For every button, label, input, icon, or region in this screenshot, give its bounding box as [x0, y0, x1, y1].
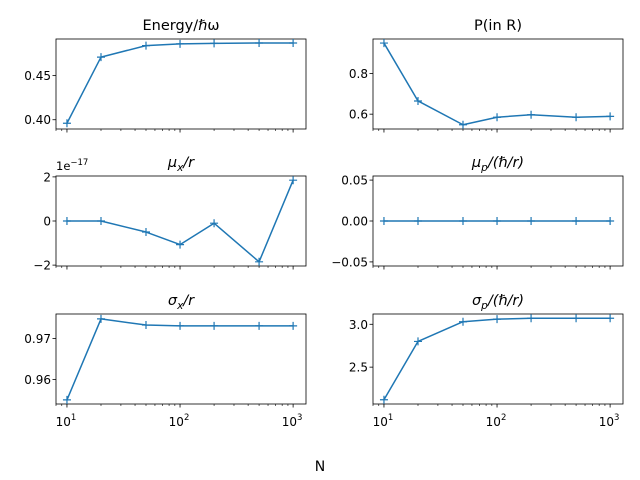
data-point-marker	[379, 395, 388, 404]
data-point-marker	[572, 217, 581, 225]
y-tick-label: 0	[43, 215, 51, 229]
data-point-marker	[62, 217, 71, 225]
data-point-marker	[493, 113, 502, 122]
x-tick-label: 101	[373, 413, 394, 429]
series-line	[383, 42, 611, 126]
data-point-marker	[413, 96, 422, 105]
y-tick-label: 0.00	[341, 215, 368, 229]
series-line	[383, 317, 611, 401]
axis-offset-label: 1e−17	[56, 158, 88, 173]
data-point-marker	[255, 321, 264, 330]
axes-frame	[372, 313, 624, 405]
x-tick-label: 103	[282, 413, 303, 429]
data-point-marker	[96, 314, 105, 323]
subplot-2: P(in R) 0.6 0.8	[349, 18, 624, 133]
data-point-marker	[413, 337, 422, 346]
data-point-marker	[458, 120, 467, 129]
x-tick-label: 102	[486, 413, 507, 429]
x-axis-label: N	[315, 459, 325, 475]
y-tick-label: −0.05	[331, 255, 368, 269]
subplot-6: σp/(ℏ/r) 2.5 3.0 101 102 103	[349, 293, 624, 429]
data-point-marker	[255, 38, 264, 47]
subplot-title: σp/(ℏ/r)	[472, 293, 524, 312]
data-point-marker	[141, 41, 150, 50]
subplot-title: σx/r	[168, 293, 195, 312]
y-tick-label: 0.97	[24, 332, 51, 346]
y-tick-label: 0.05	[341, 174, 368, 188]
subplot-5: σx/r 0.96 0.97 101 102 103	[24, 293, 307, 429]
data-point-marker	[379, 217, 388, 225]
data-point-marker	[606, 112, 615, 121]
data-point-marker	[141, 321, 150, 330]
axes-frame	[372, 38, 624, 130]
data-point-marker	[176, 39, 185, 48]
data-point-marker	[289, 176, 298, 185]
data-point-marker	[606, 314, 615, 323]
subplot-title: μp/(ℏ/r)	[471, 155, 524, 174]
data-point-marker	[458, 217, 467, 225]
data-point-marker	[527, 110, 536, 119]
data-point-marker	[176, 240, 185, 249]
y-tick-label: 0.45	[24, 69, 51, 83]
y-tick-label: 2.5	[349, 361, 368, 375]
series-line	[66, 318, 294, 401]
x-tick-label: 101	[56, 413, 77, 429]
data-point-marker	[527, 314, 536, 323]
subplot-title: Energy/ℏω	[143, 18, 220, 34]
data-point-marker	[176, 321, 185, 330]
subplot-4: μp/(ℏ/r) −0.05 0.00 0.05	[331, 155, 624, 270]
subplot-3: μx/r −2 0 2 1e−17	[33, 155, 307, 273]
data-point-marker	[62, 119, 71, 128]
y-tick-label: 0.96	[24, 373, 51, 387]
data-point-marker	[210, 219, 219, 228]
x-tick-label: 102	[169, 413, 190, 429]
y-tick-label: −2	[33, 259, 51, 273]
data-point-marker	[458, 317, 467, 326]
data-point-marker	[141, 228, 150, 237]
data-point-marker	[289, 38, 298, 47]
axes-frame	[55, 313, 307, 405]
data-point-marker	[606, 217, 615, 225]
subplot-title: P(in R)	[474, 18, 522, 34]
data-point-marker	[289, 321, 298, 330]
y-tick-label: 0.40	[24, 113, 51, 127]
data-point-marker	[493, 315, 502, 324]
y-tick-label: 0.6	[349, 108, 368, 122]
data-point-marker	[62, 395, 71, 404]
subplot-title: μx/r	[167, 155, 195, 174]
data-point-marker	[210, 321, 219, 330]
subplot-1: Energy/ℏω 0.40 0.45	[24, 18, 307, 133]
data-point-marker	[96, 217, 105, 225]
data-point-marker	[210, 39, 219, 48]
data-point-marker	[413, 217, 422, 225]
data-point-marker	[255, 257, 264, 266]
data-point-marker	[572, 314, 581, 323]
y-tick-label: 2	[43, 170, 51, 184]
data-point-marker	[527, 217, 536, 225]
data-point-marker	[572, 113, 581, 122]
data-point-marker	[96, 53, 105, 62]
y-tick-label: 0.8	[349, 67, 368, 81]
y-tick-label: 3.0	[349, 318, 368, 332]
axes-frame	[55, 38, 307, 130]
data-point-marker	[379, 39, 388, 48]
x-tick-label: 103	[599, 413, 620, 429]
data-point-marker	[493, 217, 502, 225]
